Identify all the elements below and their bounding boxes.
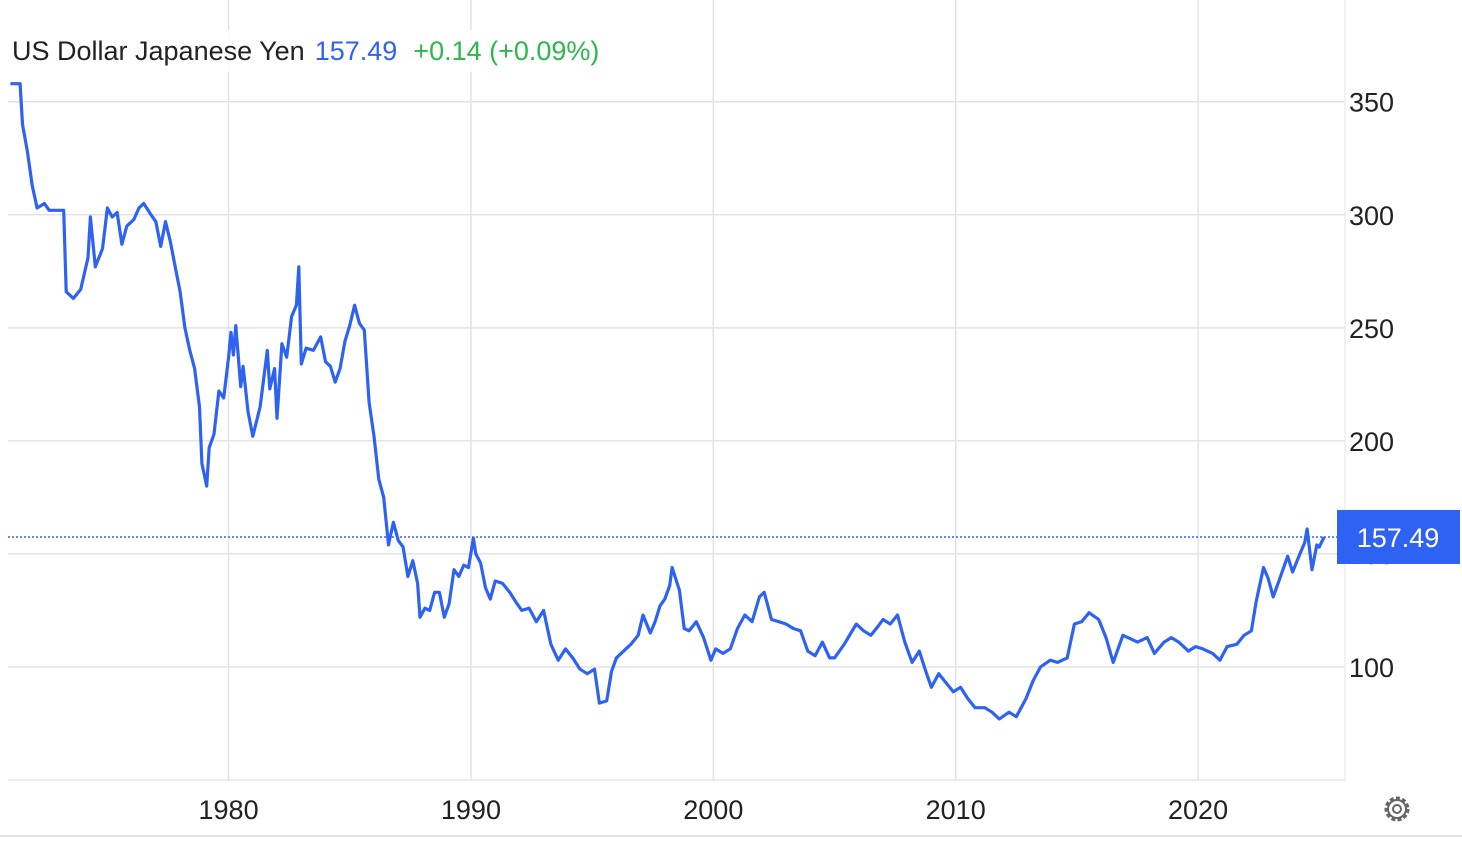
y-tick-label: 200: [1349, 427, 1394, 457]
y-tick-label: 250: [1349, 314, 1394, 344]
grid: [8, 0, 1345, 780]
x-tick-label: 2020: [1168, 795, 1228, 825]
last-price: 157.49: [315, 36, 398, 66]
last-value-badge: [1337, 509, 1460, 564]
settings-icon[interactable]: [1384, 796, 1410, 822]
y-tick-label: 100: [1349, 653, 1394, 683]
plot: 1001502002503003501980199020002010202015…: [8, 82, 1460, 825]
header-bg: [6, 30, 666, 72]
last-value-label: 157.49: [1357, 523, 1440, 553]
price-line: [10, 82, 1326, 721]
x-tick-label: 2000: [683, 795, 743, 825]
header: US Dollar Japanese Yen 157.49 +0.14 (+0.09…: [12, 36, 599, 66]
y-tick-label: 300: [1349, 201, 1394, 231]
x-tick-label: 1990: [441, 795, 501, 825]
x-tick-label: 1980: [199, 795, 259, 825]
x-tick-label: 2010: [926, 795, 986, 825]
y-tick-label: 350: [1349, 88, 1394, 118]
chart-title: US Dollar Japanese Yen: [12, 36, 305, 66]
price-change: +0.14 (+0.09%): [413, 36, 599, 66]
